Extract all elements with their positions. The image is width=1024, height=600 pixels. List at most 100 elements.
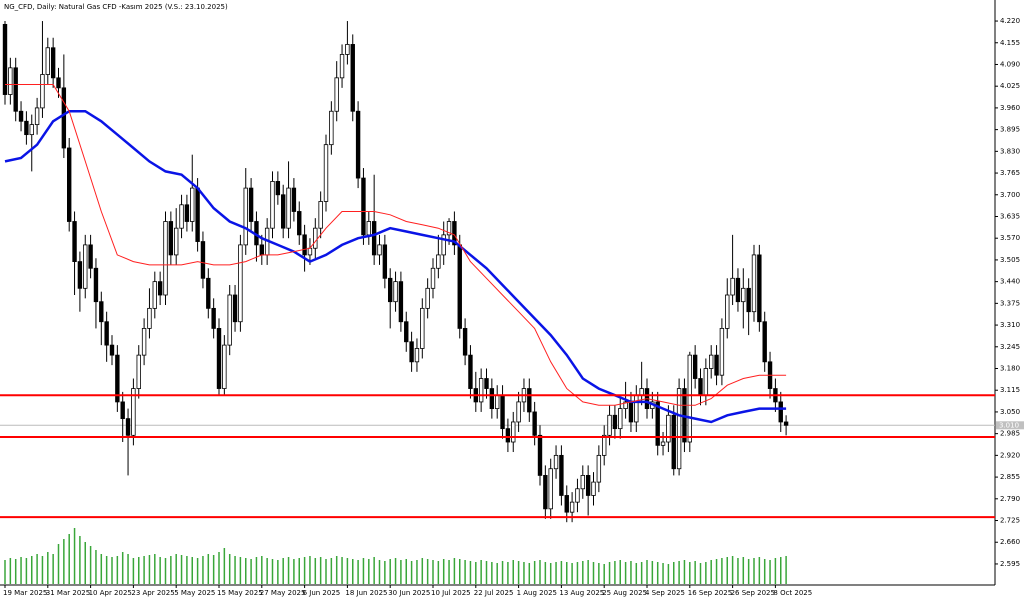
y-tick-label: 3.895 bbox=[1000, 126, 1020, 134]
y-tick-label: 3.180 bbox=[1000, 365, 1020, 373]
y-tick-label: 3.375 bbox=[1000, 299, 1020, 307]
candle-body bbox=[559, 454, 564, 496]
candle-body bbox=[307, 247, 313, 256]
candle-body bbox=[425, 287, 430, 309]
candle-body bbox=[147, 307, 152, 329]
candle-body bbox=[195, 187, 200, 242]
candle-body bbox=[414, 348, 420, 363]
candle-body bbox=[259, 244, 264, 256]
candle-body bbox=[99, 301, 104, 323]
candle-body bbox=[313, 227, 318, 249]
candle-body bbox=[125, 418, 131, 436]
x-tick-label: 15 May 2025 bbox=[217, 589, 263, 597]
candle-body bbox=[141, 328, 147, 356]
candle-body bbox=[591, 481, 596, 496]
x-tick-label: 1 Aug 2025 bbox=[517, 589, 557, 597]
candle-body bbox=[120, 401, 125, 420]
x-tick-label: 27 May 2025 bbox=[260, 589, 306, 597]
candle-body bbox=[607, 414, 612, 436]
candle-body bbox=[751, 254, 757, 313]
candle-body bbox=[72, 221, 77, 262]
candle-body bbox=[67, 147, 72, 222]
candle-body bbox=[457, 244, 462, 329]
candle-body bbox=[40, 74, 45, 109]
candle-body bbox=[580, 475, 585, 490]
candle-body bbox=[56, 77, 61, 89]
candle-body bbox=[553, 454, 559, 470]
candle-body bbox=[350, 44, 355, 112]
candle-body bbox=[757, 254, 762, 323]
candle-body bbox=[741, 287, 746, 303]
candle-body bbox=[387, 277, 393, 303]
candle-body bbox=[692, 354, 698, 379]
candle-body bbox=[83, 244, 88, 289]
candle-body bbox=[618, 408, 623, 430]
candle-body bbox=[345, 44, 350, 55]
candle-body bbox=[157, 281, 163, 296]
bid-label-box bbox=[996, 421, 1024, 430]
x-tick-label: 8 Oct 2025 bbox=[773, 589, 812, 597]
y-tick-label: 3.505 bbox=[1000, 256, 1020, 264]
candle-body bbox=[527, 388, 532, 413]
y-tick-label: 3.700 bbox=[1000, 191, 1020, 199]
candle-body bbox=[666, 414, 671, 443]
candle-body bbox=[404, 321, 409, 343]
candle-body bbox=[238, 244, 243, 323]
candle-body bbox=[355, 110, 361, 179]
candle-body bbox=[211, 307, 216, 329]
y-tick-label: 2.725 bbox=[1000, 517, 1020, 525]
candle-body bbox=[671, 414, 676, 470]
candle-body bbox=[206, 277, 211, 309]
y-tick-label: 3.960 bbox=[1000, 104, 1020, 112]
candle-body bbox=[505, 428, 511, 443]
y-tick-label: 3.050 bbox=[1000, 408, 1020, 416]
x-tick-label: 22 Jul 2025 bbox=[474, 589, 514, 597]
x-tick-label: 16 Sep 2025 bbox=[688, 589, 732, 597]
candle-body bbox=[329, 110, 334, 146]
candle-body bbox=[136, 354, 141, 389]
candle-body bbox=[232, 294, 238, 323]
candle-body bbox=[163, 221, 168, 296]
candle-body bbox=[762, 321, 767, 363]
x-tick-label: 10 Jul 2025 bbox=[431, 589, 471, 597]
candle-body bbox=[248, 187, 254, 222]
candle-body bbox=[478, 378, 484, 403]
candle-body bbox=[548, 468, 553, 510]
x-tick-label: 25 Aug 2025 bbox=[602, 589, 647, 597]
candle-body bbox=[639, 388, 644, 396]
candle-body bbox=[575, 488, 580, 503]
candle-body bbox=[585, 475, 591, 496]
candle-body bbox=[179, 204, 184, 229]
moving-average bbox=[5, 84, 787, 406]
candle-body bbox=[334, 77, 339, 112]
candle-body bbox=[543, 475, 548, 510]
candle-body bbox=[634, 394, 639, 423]
candle-body bbox=[45, 47, 50, 75]
candle-body bbox=[511, 421, 516, 443]
candle-body bbox=[88, 244, 93, 269]
candle-body bbox=[735, 277, 741, 303]
candle-body bbox=[61, 87, 67, 149]
candle-body bbox=[462, 328, 468, 356]
y-tick-label: 3.245 bbox=[1000, 343, 1020, 351]
candle-body bbox=[168, 221, 174, 256]
y-tick-label: 3.570 bbox=[1000, 234, 1020, 242]
candle-body bbox=[537, 434, 543, 476]
candle-body bbox=[280, 194, 286, 229]
y-tick-label: 4.025 bbox=[1000, 82, 1020, 90]
candle-body bbox=[270, 181, 275, 229]
candle-body bbox=[8, 67, 13, 95]
candle-body bbox=[783, 421, 789, 426]
y-tick-label: 3.830 bbox=[1000, 147, 1020, 155]
candle-body bbox=[366, 221, 371, 236]
candle-body bbox=[500, 394, 505, 430]
candle-body bbox=[441, 234, 446, 256]
candle-body bbox=[24, 120, 29, 136]
candle-body bbox=[227, 294, 232, 346]
x-tick-label: 10 Apr 2025 bbox=[89, 589, 132, 597]
moving-average bbox=[4, 109, 787, 424]
candle-body bbox=[725, 294, 730, 329]
candle-body bbox=[516, 401, 521, 423]
x-tick-label: 30 Jun 2025 bbox=[388, 589, 430, 597]
y-tick-label: 3.440 bbox=[1000, 278, 1020, 286]
